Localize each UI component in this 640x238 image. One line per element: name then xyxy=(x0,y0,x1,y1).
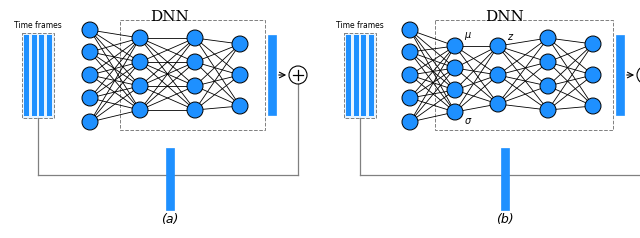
Circle shape xyxy=(132,54,148,70)
Circle shape xyxy=(447,82,463,98)
Circle shape xyxy=(402,114,418,130)
Circle shape xyxy=(187,30,203,46)
Bar xyxy=(120,20,265,130)
Text: $z$: $z$ xyxy=(507,32,515,42)
Bar xyxy=(32,35,37,115)
Bar xyxy=(369,35,374,115)
Text: DNN: DNN xyxy=(150,10,189,24)
Bar xyxy=(616,35,624,115)
Text: $\mu$: $\mu$ xyxy=(464,30,472,42)
Circle shape xyxy=(82,22,98,38)
Circle shape xyxy=(637,66,640,84)
Circle shape xyxy=(132,30,148,46)
Circle shape xyxy=(82,67,98,83)
Circle shape xyxy=(540,30,556,46)
Circle shape xyxy=(540,102,556,118)
Circle shape xyxy=(447,38,463,54)
Bar xyxy=(361,35,366,115)
Circle shape xyxy=(132,102,148,118)
Circle shape xyxy=(585,36,601,52)
Circle shape xyxy=(82,90,98,106)
Bar xyxy=(501,148,509,210)
Text: $\sigma$: $\sigma$ xyxy=(464,116,472,126)
Bar xyxy=(435,20,613,130)
Circle shape xyxy=(490,38,506,54)
Text: DNN: DNN xyxy=(486,10,524,24)
Bar xyxy=(47,35,52,115)
Circle shape xyxy=(132,78,148,94)
Bar xyxy=(346,35,351,115)
Bar xyxy=(39,35,44,115)
Circle shape xyxy=(187,78,203,94)
Circle shape xyxy=(289,66,307,84)
Circle shape xyxy=(187,54,203,70)
Circle shape xyxy=(187,102,203,118)
Text: (a): (a) xyxy=(161,213,179,227)
Circle shape xyxy=(402,44,418,60)
Text: Time frames: Time frames xyxy=(14,20,62,30)
Bar xyxy=(354,35,359,115)
Bar xyxy=(344,33,376,118)
Circle shape xyxy=(447,104,463,120)
Circle shape xyxy=(402,90,418,106)
Circle shape xyxy=(402,67,418,83)
Circle shape xyxy=(447,60,463,76)
Bar xyxy=(166,148,174,210)
Circle shape xyxy=(540,78,556,94)
Circle shape xyxy=(232,98,248,114)
Bar xyxy=(268,35,276,115)
Circle shape xyxy=(490,96,506,112)
Circle shape xyxy=(82,44,98,60)
Circle shape xyxy=(490,67,506,83)
Circle shape xyxy=(585,67,601,83)
Bar xyxy=(24,35,29,115)
Circle shape xyxy=(232,67,248,83)
Text: Time frames: Time frames xyxy=(336,20,384,30)
Circle shape xyxy=(402,22,418,38)
Bar xyxy=(22,33,54,118)
Circle shape xyxy=(232,36,248,52)
Circle shape xyxy=(82,114,98,130)
Circle shape xyxy=(585,98,601,114)
Circle shape xyxy=(540,54,556,70)
Text: (b): (b) xyxy=(496,213,514,227)
